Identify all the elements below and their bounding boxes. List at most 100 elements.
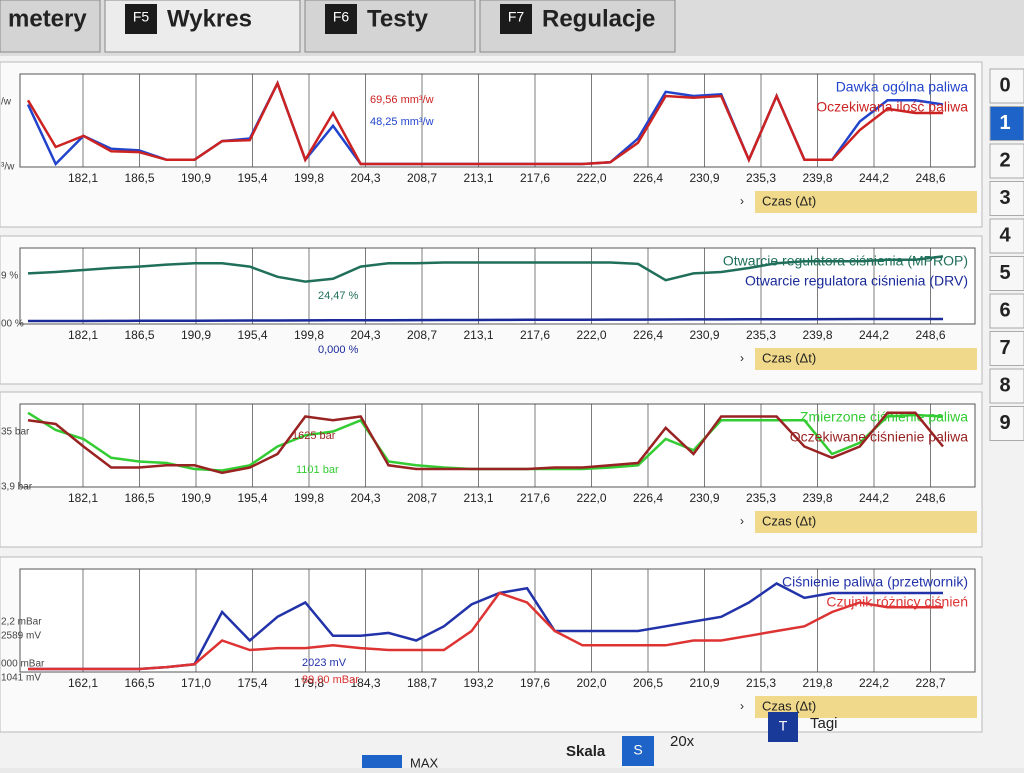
x-label: 175,4	[237, 676, 267, 690]
tab-label: Wykres	[167, 5, 252, 32]
channel-label: 9	[999, 412, 1010, 434]
channel-button[interactable]	[989, 68, 1024, 104]
x-label: 239,8	[802, 328, 832, 342]
x-label: 204,3	[350, 491, 380, 505]
x-label: 206,5	[633, 676, 663, 690]
x-label: 244,2	[859, 171, 889, 185]
side-label: 1041 mV	[1, 673, 41, 684]
tab-key	[500, 4, 532, 34]
legend-entry: Oczekiwane ciśnienie paliwa	[790, 429, 968, 445]
x-label: 219,8	[802, 676, 832, 690]
x-label: 235,3	[746, 491, 776, 505]
x-label: 226,4	[633, 171, 663, 185]
channel-button[interactable]	[989, 181, 1024, 216]
max-button[interactable]	[362, 755, 402, 768]
plot-area	[19, 403, 976, 488]
channel-button[interactable]	[989, 256, 1024, 291]
x-label: 230,9	[689, 328, 719, 342]
x-label: 199,8	[294, 171, 324, 185]
x-label: 217,6	[520, 328, 550, 342]
tab-key-label: F5	[133, 9, 150, 25]
channel-button[interactable]	[989, 143, 1024, 179]
channel-button[interactable]	[989, 406, 1024, 441]
side-label: 2,2 mBar	[1, 617, 42, 628]
x-label: 213,1	[463, 171, 493, 185]
annotation: 24,47 %	[318, 290, 359, 302]
legend-entry: Dawka ogólna paliwa	[836, 79, 969, 95]
channel-button[interactable]	[989, 293, 1024, 329]
axis-menu[interactable]	[755, 696, 977, 718]
axis-menu[interactable]	[755, 511, 977, 533]
x-label: 244,2	[859, 328, 889, 342]
axis-menu-label: Czas (Δt)	[762, 513, 816, 528]
side-label: 3,9 bar	[1, 482, 33, 493]
tags-key[interactable]	[768, 712, 798, 742]
annotation: 69,56 mm³/w	[370, 94, 434, 106]
channel-button[interactable]	[989, 106, 1024, 141]
annotation: 48,25 mm³/w	[370, 116, 434, 128]
tab-label: metery	[8, 5, 87, 32]
x-label: 186,5	[124, 328, 154, 342]
x-label: 248,6	[915, 491, 945, 505]
x-label: 202,0	[576, 676, 606, 690]
tab-label: Testy	[367, 5, 429, 32]
x-label: 184,3	[350, 676, 380, 690]
channel-button[interactable]	[989, 368, 1024, 404]
x-label: 195,4	[237, 171, 267, 185]
annotation: 0,000 %	[318, 344, 359, 356]
axis-menu-arrow: ›	[740, 194, 744, 208]
x-label: 217,6	[520, 171, 550, 185]
channel-button[interactable]	[989, 218, 1024, 254]
axis-menu-arrow: ›	[740, 351, 744, 365]
axis-menu-arrow: ›	[740, 699, 744, 713]
channel-button[interactable]	[989, 331, 1024, 366]
x-label: 224,2	[859, 676, 889, 690]
x-label: 182,1	[68, 491, 98, 505]
x-label: 235,3	[746, 171, 776, 185]
tab[interactable]	[0, 0, 101, 53]
axis-menu-label: Czas (Δt)	[762, 698, 816, 713]
plot-area	[19, 73, 976, 168]
tab-label: Regulacje	[542, 5, 655, 32]
x-label: 235,3	[746, 328, 776, 342]
x-label: 222,0	[576, 171, 606, 185]
side-label: /w	[1, 97, 12, 108]
channel-label: 0	[999, 74, 1010, 96]
x-label: 230,9	[689, 491, 719, 505]
x-label: 195,4	[237, 328, 267, 342]
axis-menu[interactable]	[755, 348, 977, 370]
x-label: 199,8	[294, 491, 324, 505]
tags-label: Tagi	[810, 715, 838, 732]
series-line	[26, 80, 943, 166]
scale-value[interactable]: 20x	[670, 733, 695, 750]
channel-label: 4	[999, 224, 1011, 246]
x-label: 186,5	[124, 171, 154, 185]
x-label: 239,8	[802, 171, 832, 185]
x-label: 208,7	[407, 328, 437, 342]
annotation: 89,00 mBar	[302, 674, 359, 686]
x-label: 204,3	[350, 171, 380, 185]
max-label: MAX	[410, 755, 439, 768]
x-label: 197,6	[520, 676, 550, 690]
channel-label: 1	[999, 112, 1010, 134]
annotation: 1625 bar	[292, 430, 336, 442]
x-label: 193,2	[463, 676, 493, 690]
channel-label: 6	[999, 299, 1010, 321]
x-label: 217,6	[520, 491, 550, 505]
x-label: 215,3	[746, 676, 776, 690]
x-label: 182,1	[68, 171, 98, 185]
channel-label: 7	[999, 337, 1010, 359]
axis-menu[interactable]	[755, 191, 977, 213]
scale-label: Skala	[566, 743, 606, 760]
x-label: 190,9	[181, 171, 211, 185]
x-label: 171,0	[181, 676, 211, 690]
x-label: 213,1	[463, 491, 493, 505]
scale-key[interactable]	[622, 736, 654, 766]
x-label: 186,5	[124, 491, 154, 505]
x-label: 195,4	[237, 491, 267, 505]
tags-key-label: T	[779, 718, 788, 734]
x-label: 222,0	[576, 328, 606, 342]
x-label: 230,9	[689, 171, 719, 185]
